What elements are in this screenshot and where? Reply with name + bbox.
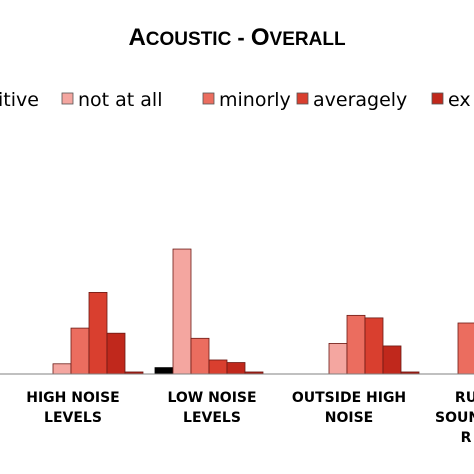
legend-label-2: minorly bbox=[219, 89, 291, 111]
category-label-3-1: SOUNDI bbox=[435, 410, 474, 426]
legend: itive not at all minorly averagely ex bbox=[0, 89, 471, 111]
bar-c1-s4 bbox=[226, 362, 246, 375]
category-label-2-0: OUTSIDE HIGH bbox=[292, 390, 406, 406]
category-label-2-1: NOISE bbox=[325, 410, 373, 426]
bars bbox=[52, 248, 474, 375]
category-label-3-2: R bbox=[461, 430, 472, 446]
bar-c0-s2 bbox=[70, 327, 90, 375]
legend-label-0: itive bbox=[0, 89, 39, 111]
bar-c0-s1 bbox=[52, 363, 72, 375]
legend-label-3: averagely bbox=[313, 89, 407, 111]
category-label-0-0: HIGH NOISE bbox=[26, 390, 119, 406]
bar-c0-s3 bbox=[88, 291, 108, 375]
chart-title: ACOUSTIC - OVERALL bbox=[128, 24, 345, 51]
bar-c2-s4 bbox=[382, 345, 402, 375]
legend-swatch-2 bbox=[202, 92, 215, 105]
category-label-0-1: LEVELS bbox=[44, 410, 102, 426]
bar-c2-s3 bbox=[364, 317, 384, 375]
category-label-3-0: RU bbox=[455, 390, 474, 406]
bar-c1-s1 bbox=[172, 248, 192, 375]
legend-label-1: not at all bbox=[78, 89, 163, 111]
legend-label-4: ex bbox=[448, 89, 471, 111]
legend-swatch-3 bbox=[296, 92, 309, 105]
bar-c3-s2 bbox=[457, 322, 474, 375]
bar-c2-s1 bbox=[328, 342, 348, 375]
bar-c1-s2 bbox=[190, 337, 210, 375]
bar-c1-s0 bbox=[154, 367, 174, 375]
bar-c0-s4 bbox=[106, 332, 126, 375]
legend-swatch-1 bbox=[61, 92, 74, 105]
category-label-1-1: LEVELS bbox=[183, 410, 241, 426]
category-labels: HIGH NOISE LEVELS LOW NOISE LEVELS OUTSIDE H… bbox=[26, 390, 474, 446]
category-label-1-0: LOW NOISE bbox=[167, 390, 256, 406]
bar-c2-s2 bbox=[346, 314, 366, 375]
bar-c1-s3 bbox=[208, 359, 228, 375]
legend-swatch-4 bbox=[431, 92, 444, 105]
